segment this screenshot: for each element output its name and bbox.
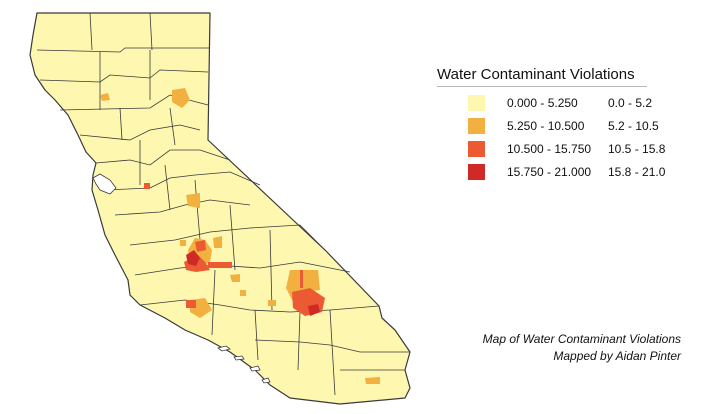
legend-rows: 0.000 - 5.250 0.0 - 5.2 5.250 - 10.500 5.2 … (437, 93, 717, 185)
california-state-outline (29, 12, 411, 405)
legend-row: 0.000 - 5.250 0.0 - 5.2 (437, 93, 717, 116)
caption-line-2: Mapped by Aidan Pinter (553, 349, 681, 363)
legend-swatch (468, 118, 485, 134)
channel-islands (217, 345, 271, 384)
legend-short-label: 5.2 - 10.5 (608, 119, 659, 133)
legend-title: Water Contaminant Violations (437, 66, 647, 87)
legend-row: 5.250 - 10.500 5.2 - 10.5 (437, 116, 717, 139)
legend-row: 15.750 - 21.000 15.8 - 21.0 (437, 162, 717, 185)
legend-short-label: 0.0 - 5.2 (608, 96, 653, 110)
legend-swatch (468, 95, 485, 111)
legend-row: 10.500 - 15.750 10.5 - 15.8 (437, 139, 717, 162)
legend-range-label: 5.250 - 10.500 (507, 119, 585, 133)
legend-swatch (468, 141, 485, 157)
legend-short-label: 10.5 - 15.8 (608, 142, 666, 156)
bay-water (92, 173, 117, 195)
legend-range-label: 15.750 - 21.000 (507, 165, 592, 179)
legend-swatch (468, 164, 485, 180)
legend-range-label: 10.500 - 15.750 (507, 142, 592, 156)
map-caption: Map of Water Contaminant Violations Mapp… (483, 331, 681, 365)
county-boundaries (36, 12, 410, 396)
legend-range-label: 0.000 - 5.250 (507, 96, 578, 110)
class-4-areas (186, 250, 320, 316)
caption-line-1: Map of Water Contaminant Violations (482, 332, 681, 346)
legend: Water Contaminant Violations 0.000 - 5.2… (437, 66, 717, 185)
legend-short-label: 15.8 - 21.0 (608, 165, 666, 179)
